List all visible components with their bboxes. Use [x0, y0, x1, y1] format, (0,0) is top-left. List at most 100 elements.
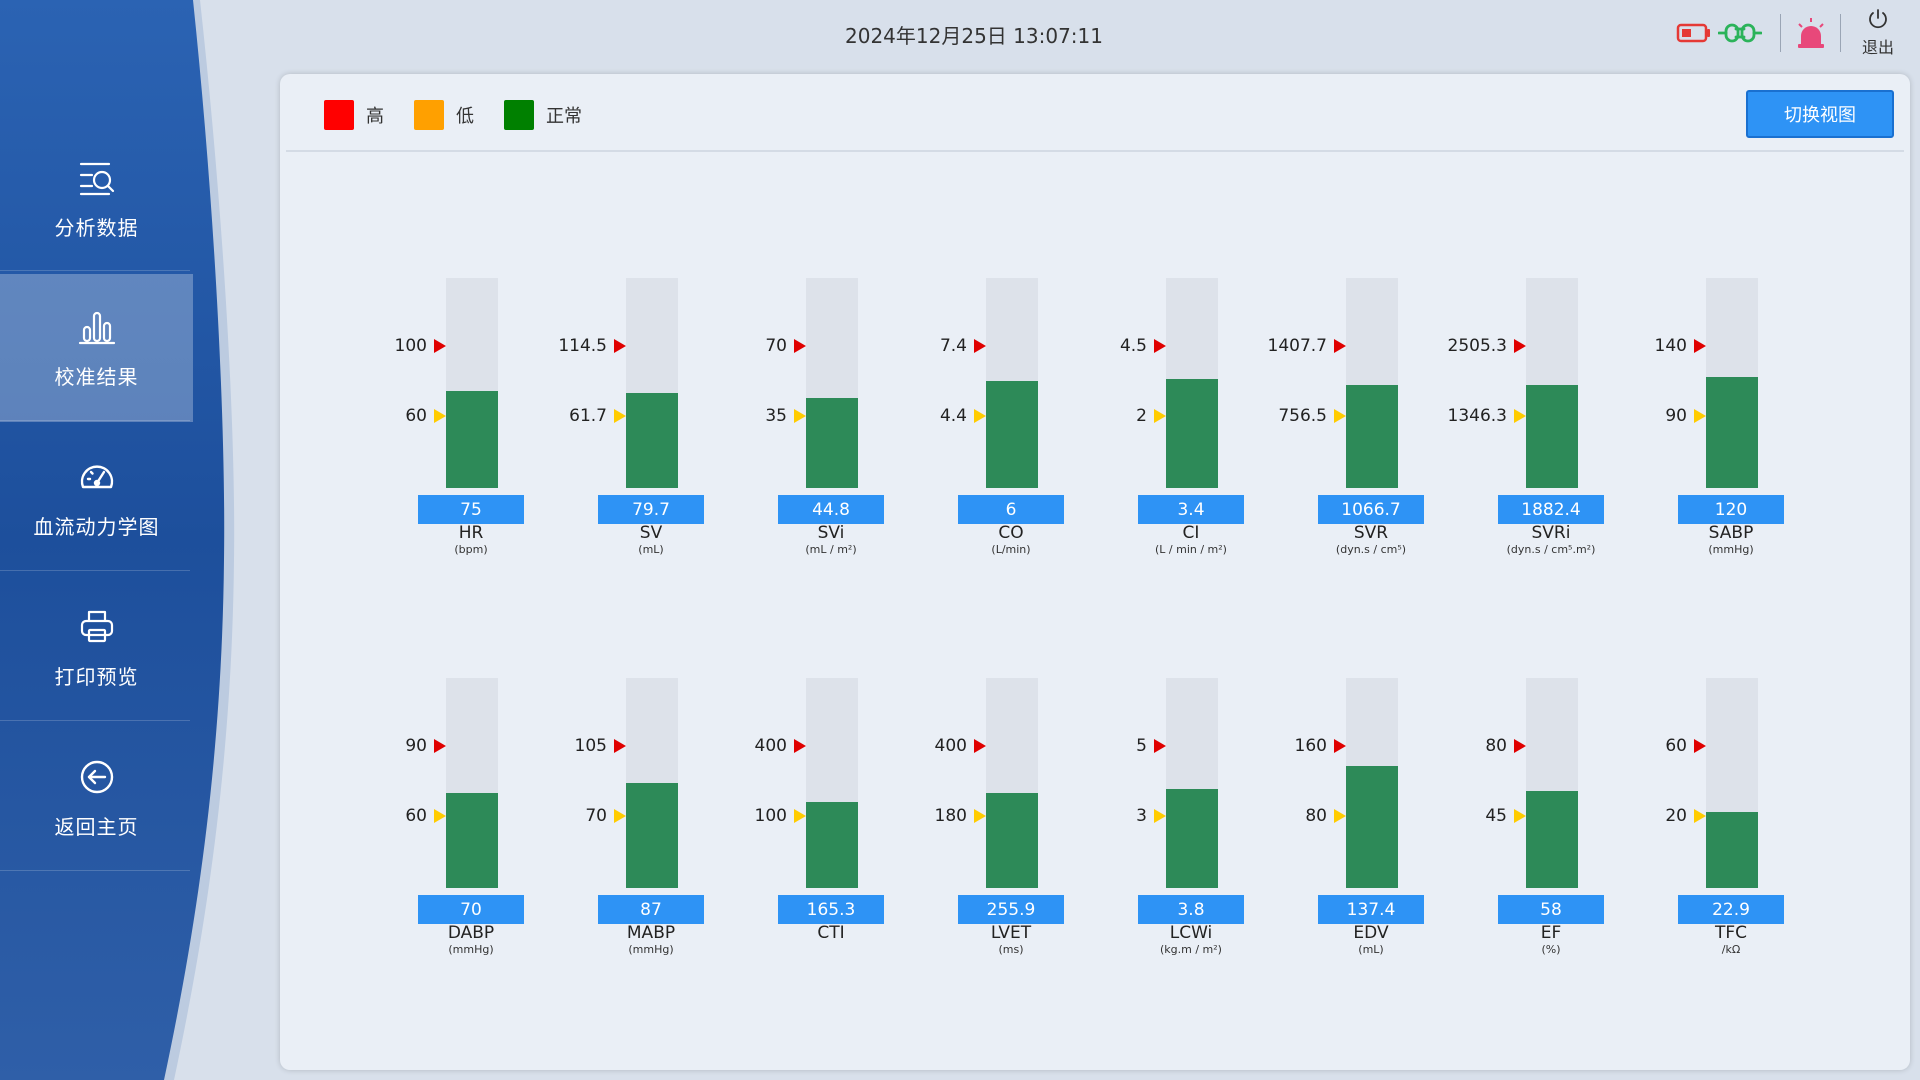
low-threshold-value: 100	[754, 806, 787, 826]
high-threshold: 114.5	[558, 336, 626, 356]
exit-label: 退出	[1861, 38, 1894, 57]
gauge: 90 60 70 DABP (mmHg)	[348, 678, 524, 968]
low-threshold: 60	[405, 806, 446, 826]
high-marker-icon	[794, 739, 806, 753]
gauge-value: 1066.7	[1318, 495, 1424, 524]
nav-divider	[0, 420, 190, 421]
gauge-label: SV	[639, 523, 663, 543]
gauge-unit: (mmHg)	[628, 943, 674, 956]
sidebar: 分析数据 校准结果 血流动力学图 打印预览 返回主页	[0, 0, 195, 1080]
gauge-track	[1526, 278, 1578, 488]
high-threshold-value: 90	[405, 736, 427, 756]
gauge-value: 6	[958, 495, 1064, 524]
legend-label: 正常	[546, 106, 582, 127]
exit-button[interactable]: 退出	[1856, 8, 1900, 62]
gauge: 5 3 3.8 LCWi (kg.m / m²)	[1068, 678, 1244, 968]
high-marker-icon	[1334, 339, 1346, 353]
gauge-value: 79.7	[598, 495, 704, 524]
low-marker-icon	[794, 809, 806, 823]
gauge-track	[446, 278, 498, 488]
gauge: 105 70 87 MABP (mmHg)	[528, 678, 704, 968]
gauge-track	[806, 278, 858, 488]
low-threshold-value: 61.7	[569, 406, 607, 426]
gauge-fill	[986, 793, 1038, 888]
high-threshold: 140	[1655, 336, 1706, 356]
sidebar-item-hemodynamics-chart[interactable]: 血流动力学图	[0, 424, 193, 572]
low-threshold-value: 80	[1305, 806, 1327, 826]
low-threshold: 1346.3	[1448, 406, 1526, 426]
gauge-value: 70	[418, 895, 524, 924]
legend-swatch	[324, 100, 354, 130]
gauge-value: 22.9	[1678, 895, 1784, 924]
gauge: 100 60 75 HR (bpm)	[348, 278, 524, 568]
gauge-fill	[1346, 385, 1398, 488]
high-threshold: 70	[765, 336, 806, 356]
gauge-unit: (dyn.s / cm⁵.m²)	[1506, 543, 1596, 556]
high-threshold-value: 114.5	[558, 336, 607, 356]
nav-divider	[0, 720, 190, 721]
gauge: 70 35 44.8 SVi (mL / m²)	[708, 278, 884, 568]
sidebar-item-calibration-result[interactable]: 校准结果	[0, 274, 193, 422]
high-threshold: 400	[755, 736, 806, 756]
gauge-unit: (ms)	[998, 943, 1024, 956]
gauge-unit: (dyn.s / cm⁵)	[1335, 543, 1407, 556]
high-threshold: 80	[1485, 736, 1526, 756]
gauge-label: CO	[998, 523, 1024, 543]
gauge-value: 255.9	[958, 895, 1064, 924]
gauge-track	[986, 278, 1038, 488]
sidebar-item-return-home[interactable]: 返回主页	[0, 724, 193, 872]
sidebar-item-label: 校准结果	[54, 364, 139, 389]
high-threshold-value: 60	[1665, 736, 1687, 756]
high-threshold-value: 140	[1654, 336, 1687, 356]
gauge-unit: (mL)	[1358, 943, 1384, 956]
gauge-value: 120	[1678, 495, 1784, 524]
sidebar-item-print-preview[interactable]: 打印预览	[0, 574, 193, 722]
gauge-fill	[446, 391, 498, 488]
high-threshold: 90	[405, 736, 446, 756]
gauge-label: CI	[1182, 523, 1200, 543]
gauge-fill	[1166, 379, 1218, 488]
gauge: 1407.7 756.5 1066.7 SVR (dyn.s / cm⁵)	[1248, 278, 1424, 568]
alarm-light-icon[interactable]	[1794, 16, 1828, 50]
high-marker-icon	[1154, 339, 1166, 353]
high-threshold: 160	[1295, 736, 1346, 756]
gauge-track	[806, 678, 858, 888]
gauge: 140 90 120 SABP (mmHg)	[1608, 278, 1784, 568]
gauge-label: SVi	[817, 523, 845, 543]
power-icon	[1869, 9, 1887, 29]
low-threshold: 3	[1136, 806, 1166, 826]
datetime: 2024年12月25日 13:07:11	[845, 24, 1103, 48]
gauge: 160 80 137.4 EDV (mL)	[1248, 678, 1424, 968]
gauge-label: HR	[458, 523, 484, 543]
gauge-fill	[626, 783, 678, 888]
connection-plug-icon	[1718, 23, 1762, 43]
high-threshold-value: 160	[1294, 736, 1327, 756]
low-threshold: 180	[935, 806, 986, 826]
low-threshold: 61.7	[569, 406, 626, 426]
high-marker-icon	[1334, 739, 1346, 753]
gauge-label: CTI	[817, 923, 845, 943]
gauge-value: 137.4	[1318, 895, 1424, 924]
high-marker-icon	[614, 739, 626, 753]
gauge: 4.5 2 3.4 CI (L / min / m²)	[1068, 278, 1244, 568]
gauge-value: 165.3	[778, 895, 884, 924]
low-threshold: 4.4	[940, 406, 986, 426]
bar-chart-icon	[78, 311, 115, 344]
low-threshold-value: 35	[765, 406, 787, 426]
gauge-track	[1166, 278, 1218, 488]
sidebar-item-analysis-data[interactable]: 分析数据	[0, 125, 193, 273]
gauge-label: SABP	[1708, 523, 1754, 543]
gauge-fill	[1526, 791, 1578, 888]
low-threshold-value: 60	[405, 406, 427, 426]
switch-view-button[interactable]: 切换视图	[1746, 90, 1894, 138]
high-marker-icon	[1154, 739, 1166, 753]
high-threshold-value: 105	[574, 736, 607, 756]
gauge-label: DABP	[447, 923, 495, 943]
gauge: 400 100 165.3 CTI	[708, 678, 884, 968]
back-arrow-icon	[80, 760, 113, 793]
calibration-results-panel: 高 低 正常 切换视图 100 60 75 HR (bpm) 114.5 61.7 79.7 S…	[280, 74, 1910, 1070]
gauge-label: EDV	[1353, 923, 1389, 943]
gauge-unit: /kΩ	[1721, 943, 1741, 956]
low-threshold-value: 2	[1136, 406, 1147, 426]
nav-divider	[0, 570, 190, 571]
